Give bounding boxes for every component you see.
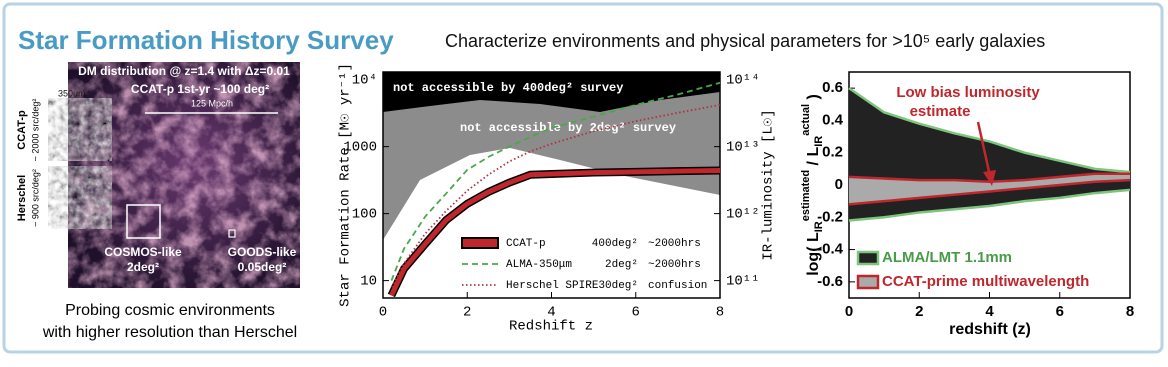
legend-swatch: [461, 237, 499, 249]
inset-density: ~ 900 src/deg²: [30, 169, 40, 227]
x-tick-label: 4: [547, 305, 555, 321]
annotation: Low bias luminosity: [896, 84, 1040, 101]
annotation-arrow: [976, 121, 992, 177]
x-axis-label: Redshift z: [509, 319, 593, 335]
legend-swatch: [856, 250, 880, 266]
annotation: estimate: [910, 103, 971, 120]
x-tick-label: 8: [716, 305, 724, 321]
gray-region: [383, 72, 720, 240]
series-line: [390, 81, 721, 281]
y-tick-label: 0.6: [822, 79, 843, 96]
legend-area: 30deg²: [598, 280, 638, 292]
sfr-chart: not accessible by 400deg² survey not acc…: [338, 63, 777, 335]
band-upper: [848, 87, 1131, 174]
inset-ccat: [47, 97, 113, 162]
y-tick-label: 100: [352, 206, 377, 222]
subtitle: Characterize environments and physical p…: [445, 31, 1045, 51]
series-line: [389, 168, 721, 297]
annotation-arrowhead: [983, 170, 996, 186]
y-axis-label: Star Formation Rate [M☉ yr⁻¹]: [338, 63, 354, 307]
chart-layer: 0 2 4 6 8 -0.6 -0.4 -0.2 0 0.2 0.4 0.6 ALMA/LMT 1.1m…: [817, 79, 1134, 320]
band-lower: [848, 188, 1131, 222]
y-tick-label: 10⁴: [352, 72, 377, 88]
field-area: 0.05deg²: [238, 260, 287, 274]
y-tick-label: 1000: [343, 139, 377, 155]
y2-axis-label: IR-luminosity [L☉]: [761, 109, 777, 260]
x-tick-label: 0: [379, 305, 387, 321]
y2-tick-label: 10¹¹: [726, 273, 760, 289]
y-tick-label: 0: [835, 176, 843, 193]
sim-header: DM distribution @ z=1.4 with Δz=0.01: [78, 64, 290, 78]
y-axis-label: log( LIRestimated / LIRactual ): [800, 94, 825, 276]
sim-survey: CCAT-p 1st-yr ~100 deg²: [131, 82, 269, 96]
band-lower: [848, 178, 1131, 206]
simulation-panel: DM distribution @ z=1.4 with Δz=0.01 CCA…: [16, 62, 300, 341]
bias-chart: redshift (z) log( LIRestimated / LIRactu…: [800, 71, 1131, 338]
black-region: [383, 72, 720, 112]
x-tick-label: 4: [985, 303, 994, 320]
y2-tick-label: 10¹⁴: [726, 72, 760, 88]
inset-density: ~ 2000 src/deg²: [30, 99, 40, 162]
x-axis-label: redshift (z): [949, 321, 1031, 338]
legend-label: ALMA-350μm: [506, 259, 572, 271]
annotation: not accessible by 400deg² survey: [393, 81, 623, 95]
annotation: not accessible by 2deg² survey: [460, 121, 676, 135]
inset-herschel: [47, 165, 113, 230]
scale-label: 125 Mpc/h: [191, 98, 233, 108]
caption: Probing cosmic environments: [65, 302, 275, 319]
field-name: COSMOS-like: [104, 245, 182, 259]
x-tick-label: 2: [463, 305, 471, 321]
inset-size: 350um: [58, 88, 86, 98]
x-tick-label: 6: [1056, 303, 1064, 320]
chart-layer: 0 2 4 6 8 10 100 1000 10⁴ 10¹¹ 10¹² 10¹³ 10¹⁴ CCAT-p 4…: [343, 72, 759, 320]
inset-name: CCAT-p: [16, 110, 28, 150]
inset-name: Herschel: [16, 175, 28, 221]
legend-time: confusion: [648, 280, 707, 292]
y-tick-label: 0.2: [822, 144, 843, 161]
x-tick-label: 8: [1126, 303, 1134, 320]
x-tick-label: 2: [915, 303, 923, 320]
legend-time: ~2000hrs: [648, 238, 701, 250]
y-tick-label: -0.4: [817, 241, 844, 258]
y-tick-label: 10: [360, 273, 377, 289]
y-tick-label: -0.6: [817, 273, 843, 290]
cosmos-box: [126, 204, 161, 239]
x-tick-label: 6: [632, 305, 640, 321]
legend-label: ALMA/LMT 1.1mm: [882, 249, 1012, 266]
legend-label: CCAT-prime multiwavelength: [882, 273, 1089, 290]
legend-area: 400deg²: [592, 238, 638, 250]
legend-area: 2deg²: [605, 259, 638, 271]
legend-label: CCAT-p: [506, 238, 546, 250]
legend-label: Herschel SPIRE: [506, 280, 599, 292]
y2-tick-label: 10¹²: [726, 206, 760, 222]
y-tick-label: 0.4: [822, 111, 844, 128]
legend-time: ~2000hrs: [648, 259, 701, 271]
legend-swatch: [856, 274, 880, 290]
y2-tick-label: 10¹³: [726, 139, 760, 155]
caption: with higher resolution than Herschel: [42, 324, 297, 341]
title: Star Formation History Survey: [18, 25, 394, 55]
x-tick-label: 0: [845, 303, 853, 320]
goods-box: [228, 229, 236, 238]
field-area: 2deg²: [127, 260, 159, 274]
y-tick-label: -0.2: [817, 208, 843, 225]
field-name: GOODS-like: [228, 245, 297, 259]
